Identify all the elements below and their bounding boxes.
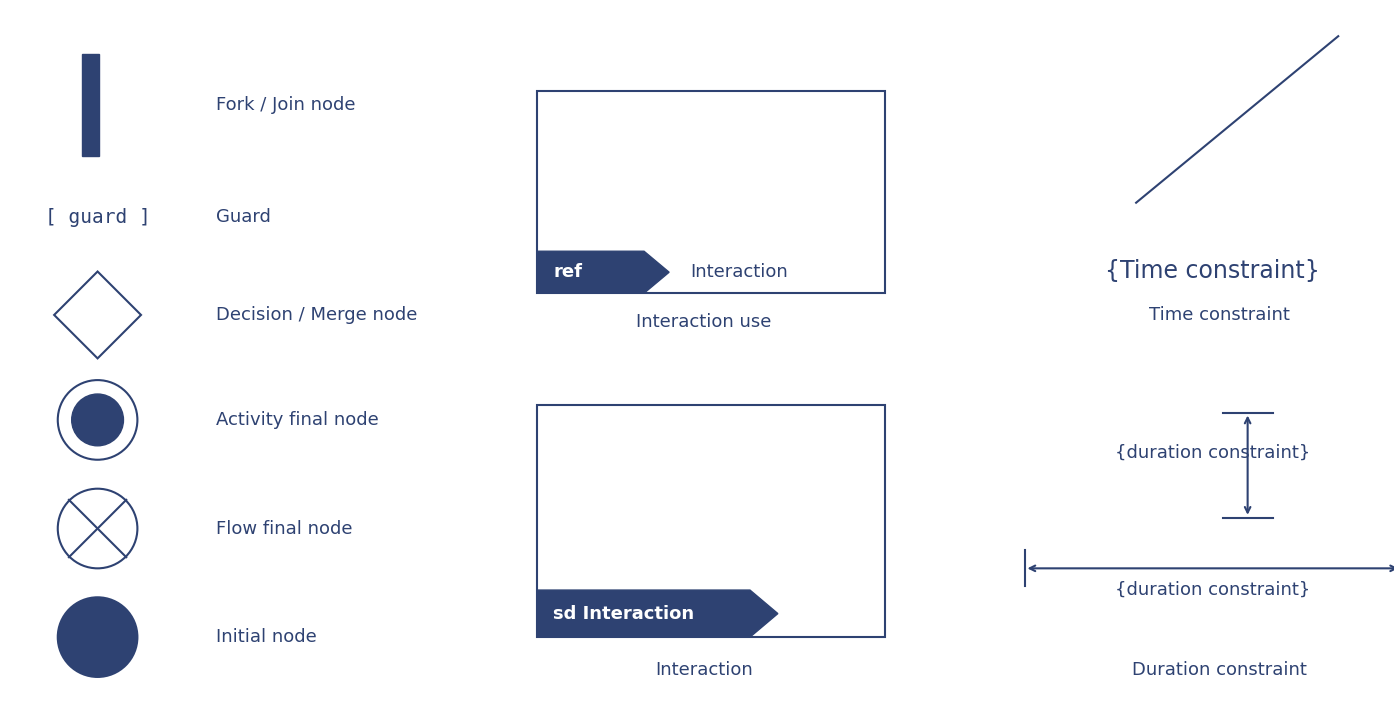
Text: Interaction use: Interaction use <box>636 313 772 331</box>
Text: {duration constraint}: {duration constraint} <box>1115 581 1310 599</box>
Polygon shape <box>537 251 669 293</box>
Bar <box>82 54 99 156</box>
Polygon shape <box>537 590 778 637</box>
Text: Interaction: Interaction <box>655 661 753 678</box>
Text: Duration constraint: Duration constraint <box>1132 661 1308 678</box>
Polygon shape <box>54 272 141 358</box>
Bar <box>537 405 885 637</box>
Text: Fork / Join node: Fork / Join node <box>216 96 355 114</box>
Text: Time constraint: Time constraint <box>1149 306 1291 324</box>
Text: Initial node: Initial node <box>216 628 316 646</box>
Text: [ guard ]: [ guard ] <box>45 208 151 227</box>
Text: Interaction: Interaction <box>690 264 788 281</box>
Text: Guard: Guard <box>216 209 270 226</box>
Bar <box>537 90 885 293</box>
Text: sd Interaction: sd Interaction <box>553 605 694 623</box>
Text: {duration constraint}: {duration constraint} <box>1115 444 1310 461</box>
Ellipse shape <box>57 597 138 677</box>
Ellipse shape <box>71 394 124 446</box>
Text: ref: ref <box>553 264 583 281</box>
Text: Decision / Merge node: Decision / Merge node <box>216 306 417 324</box>
Ellipse shape <box>57 489 138 568</box>
Text: {Time constraint}: {Time constraint} <box>1105 259 1320 284</box>
Text: Flow final node: Flow final node <box>216 520 353 537</box>
Ellipse shape <box>57 380 138 460</box>
Text: Activity final node: Activity final node <box>216 411 379 429</box>
